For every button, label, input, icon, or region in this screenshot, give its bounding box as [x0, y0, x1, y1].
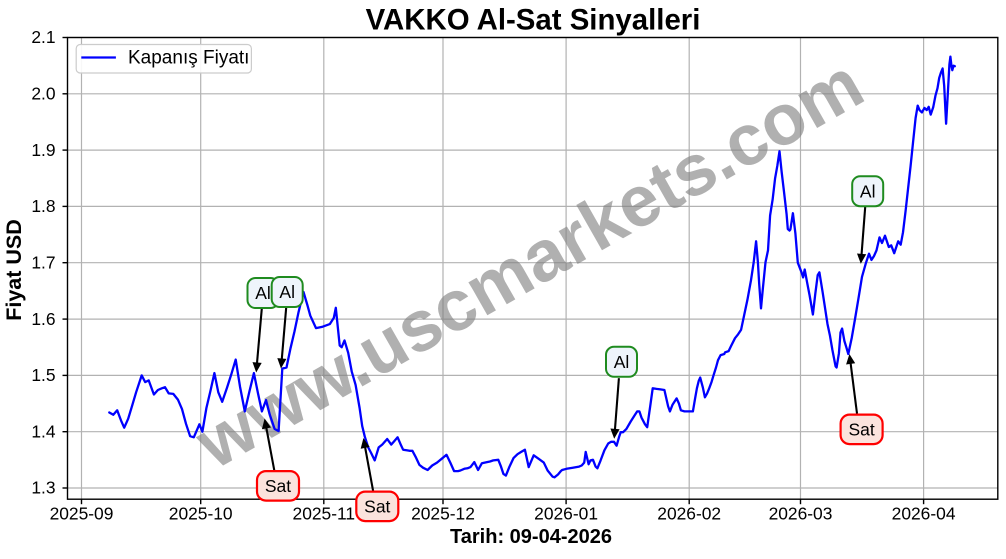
- svg-text:Sat: Sat: [265, 476, 291, 496]
- svg-text:2025-09: 2025-09: [50, 504, 114, 524]
- svg-text:Kapanış Fiyatı: Kapanış Fiyatı: [128, 47, 249, 68]
- svg-text:Tarih: 09-04-2026: Tarih: 09-04-2026: [450, 526, 612, 548]
- svg-text:Sat: Sat: [848, 420, 874, 440]
- svg-text:1.5: 1.5: [31, 365, 55, 385]
- svg-text:1.7: 1.7: [31, 252, 55, 272]
- svg-text:Al: Al: [614, 352, 630, 372]
- svg-text:2025-12: 2025-12: [411, 504, 475, 524]
- svg-text:2025-11: 2025-11: [293, 504, 356, 524]
- svg-text:1.3: 1.3: [31, 478, 55, 498]
- svg-text:2.0: 2.0: [31, 84, 55, 104]
- svg-text:Fiyat USD: Fiyat USD: [2, 219, 26, 321]
- svg-text:1.6: 1.6: [31, 309, 55, 329]
- svg-text:2026-02: 2026-02: [657, 504, 721, 524]
- svg-text:2026-04: 2026-04: [892, 504, 956, 524]
- svg-text:Al: Al: [860, 181, 876, 201]
- svg-text:Al: Al: [255, 283, 271, 303]
- svg-text:1.9: 1.9: [31, 140, 55, 160]
- svg-text:VAKKO Al-Sat Sinyalleri: VAKKO Al-Sat Sinyalleri: [366, 4, 701, 37]
- svg-text:2025-10: 2025-10: [169, 504, 233, 524]
- svg-text:1.8: 1.8: [31, 196, 55, 216]
- svg-text:1.4: 1.4: [31, 421, 56, 441]
- svg-text:2026-03: 2026-03: [769, 504, 833, 524]
- svg-text:Sat: Sat: [364, 497, 390, 517]
- svg-text:2.1: 2.1: [31, 27, 55, 47]
- svg-text:2026-01: 2026-01: [534, 504, 598, 524]
- svg-text:Al: Al: [279, 282, 295, 302]
